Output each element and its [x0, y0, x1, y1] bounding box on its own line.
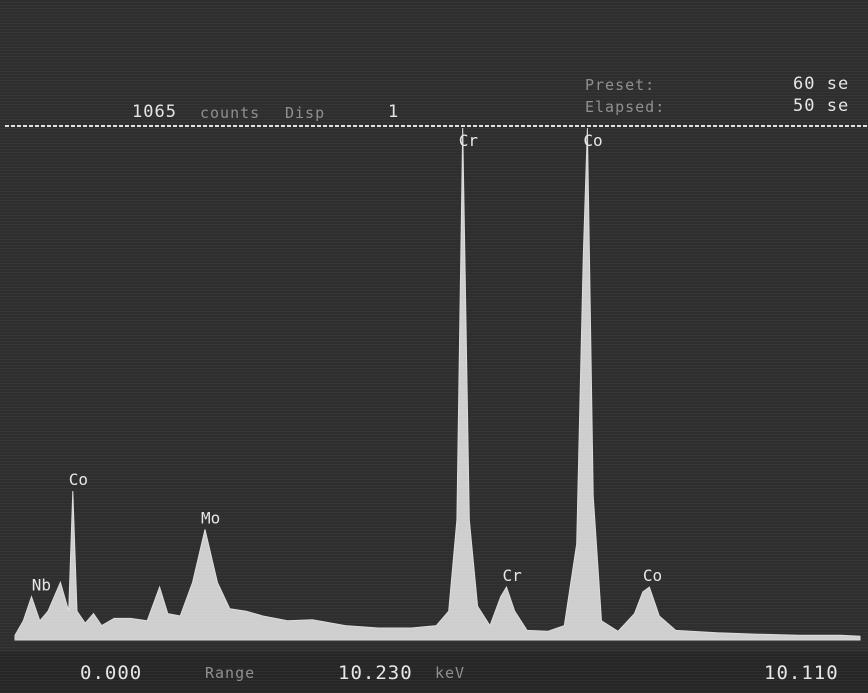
peak-label-co-5: Co	[583, 131, 602, 150]
start-energy: 0.000	[80, 662, 143, 684]
spectrum-series-0	[14, 127, 861, 641]
peak-label-layer: Nb Co Mo Cr Cr Co Co	[32, 131, 662, 595]
counts-label: counts	[200, 104, 261, 122]
preset-value: 60 se	[793, 74, 850, 94]
elapsed-value: 50 se	[793, 96, 850, 116]
cursor-energy: 10.110	[764, 662, 839, 684]
elapsed-label: Elapsed:	[585, 98, 666, 116]
preset-label: Preset:	[585, 76, 656, 94]
peak-label-co-1: Co	[69, 470, 88, 489]
status-bar	[0, 652, 868, 693]
peak-label-cr-3: Cr	[459, 131, 479, 150]
range-value: 10.230	[338, 662, 413, 684]
peak-label-co-6: Co	[643, 566, 662, 585]
range-label: Range	[205, 664, 256, 682]
display-number: 1	[388, 102, 400, 122]
trace-layer	[14, 127, 861, 641]
cursor-label: Disp	[285, 104, 326, 122]
peak-label-cr-4: Cr	[503, 566, 523, 585]
peak-label-nb-0: Nb	[32, 576, 51, 595]
counts-value: 1065	[132, 102, 177, 122]
range-unit: keV	[435, 664, 466, 682]
peak-label-mo-2: Mo	[201, 508, 220, 527]
